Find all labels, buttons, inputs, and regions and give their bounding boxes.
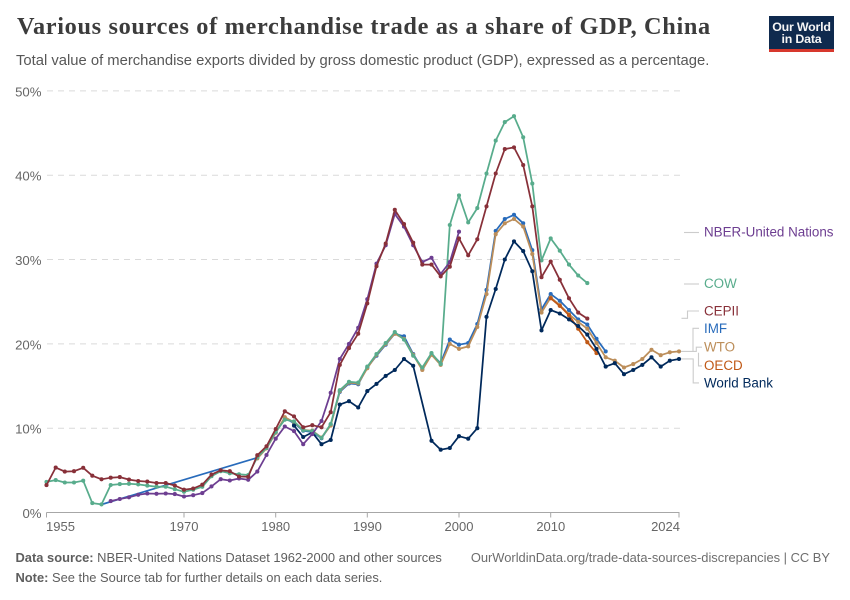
svg-text:COW: COW <box>704 276 737 291</box>
svg-text:NBER-United Nations: NBER-United Nations <box>704 225 834 240</box>
svg-text:OECD: OECD <box>704 358 743 373</box>
svg-text:10%: 10% <box>15 422 42 437</box>
svg-text:IMF: IMF <box>704 321 727 336</box>
svg-text:40%: 40% <box>15 169 42 184</box>
svg-text:2010: 2010 <box>536 519 565 534</box>
svg-text:1970: 1970 <box>170 519 199 534</box>
svg-text:2024: 2024 <box>651 519 680 534</box>
svg-text:1980: 1980 <box>261 519 290 534</box>
svg-text:30%: 30% <box>15 253 42 268</box>
svg-text:20%: 20% <box>15 337 42 352</box>
svg-text:1955: 1955 <box>46 519 75 534</box>
svg-text:0%: 0% <box>22 506 41 521</box>
svg-text:World Bank: World Bank <box>704 376 773 391</box>
svg-text:50%: 50% <box>15 84 42 99</box>
svg-text:1990: 1990 <box>353 519 382 534</box>
svg-text:CEPII: CEPII <box>704 303 739 318</box>
svg-text:2000: 2000 <box>445 519 474 534</box>
svg-text:WTO: WTO <box>704 340 735 355</box>
